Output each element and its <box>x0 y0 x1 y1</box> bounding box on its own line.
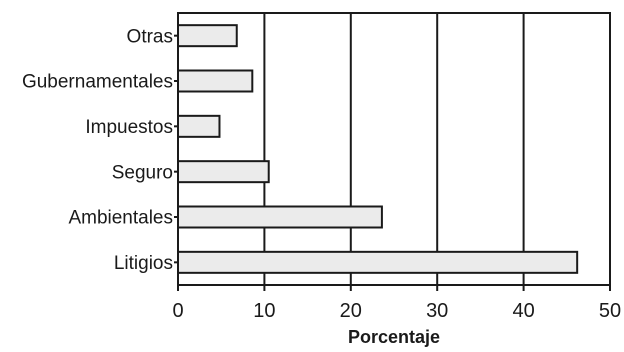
gridlines <box>263 13 525 285</box>
category-label-impuestos: Impuestos <box>85 117 173 138</box>
bar-ambientales <box>177 205 383 229</box>
category-label-litigios: Litigios <box>114 253 173 274</box>
category-label-seguro: Seguro <box>112 162 173 183</box>
x-tick-label-20: 20 <box>340 300 362 322</box>
x-tick-label-50: 50 <box>599 300 621 322</box>
bars <box>177 24 579 274</box>
x-tick-label-40: 40 <box>512 300 534 322</box>
x-tick-label-30: 30 <box>426 300 448 322</box>
category-label-gubernamentales: Gubernamentales <box>22 72 173 93</box>
category-labels: Otras Gubernamentales Impuestos Seguro Ambie… <box>22 26 178 274</box>
bar-otras <box>177 24 238 48</box>
bar-litigios <box>177 250 579 274</box>
bar-seguro <box>177 160 270 184</box>
x-tick-label-0: 0 <box>172 300 183 322</box>
plot-frame <box>177 12 611 286</box>
x-tick-label-10: 10 <box>253 300 275 322</box>
x-axis-ticks: 0 10 20 30 40 50 <box>172 285 621 322</box>
bar-gubernamentales <box>177 69 254 93</box>
category-label-otras: Otras <box>127 26 173 47</box>
category-label-ambientales: Ambientales <box>68 208 173 229</box>
x-axis-title: Porcentaje <box>348 327 440 347</box>
bar-impuestos <box>177 114 221 138</box>
